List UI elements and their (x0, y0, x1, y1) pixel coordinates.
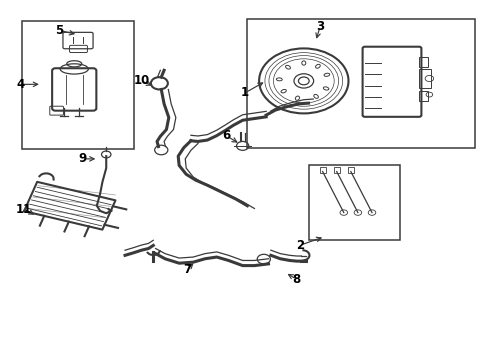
Bar (348, 167, 354, 173)
Bar (419, 57, 428, 67)
Bar (320, 167, 326, 173)
Text: 1: 1 (241, 86, 249, 99)
Bar (309, 165, 400, 240)
Bar (419, 91, 428, 102)
Text: 9: 9 (78, 152, 87, 165)
Bar (334, 167, 340, 173)
Text: 3: 3 (316, 20, 324, 33)
Bar (22, 21, 134, 149)
Text: 7: 7 (184, 262, 192, 275)
FancyArrowPatch shape (108, 209, 112, 212)
Bar (419, 69, 431, 88)
Text: 5: 5 (55, 24, 63, 37)
Text: 4: 4 (16, 78, 24, 91)
Text: 11: 11 (16, 203, 32, 216)
Text: 6: 6 (222, 129, 230, 142)
Text: 10: 10 (133, 75, 149, 87)
Text: 2: 2 (296, 239, 305, 252)
Text: 8: 8 (293, 273, 301, 286)
Bar (247, 19, 475, 148)
